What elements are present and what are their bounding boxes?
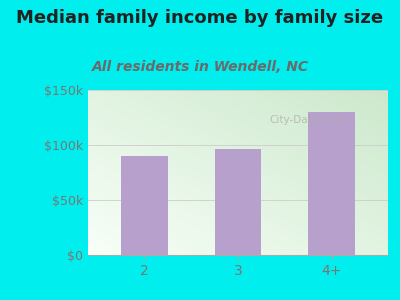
Text: All residents in Wendell, NC: All residents in Wendell, NC <box>92 60 308 74</box>
Bar <box>121 156 168 255</box>
Text: City-Data.com: City-Data.com <box>270 115 344 125</box>
Text: Median family income by family size: Median family income by family size <box>16 9 384 27</box>
Bar <box>214 149 262 255</box>
Bar <box>308 112 355 255</box>
